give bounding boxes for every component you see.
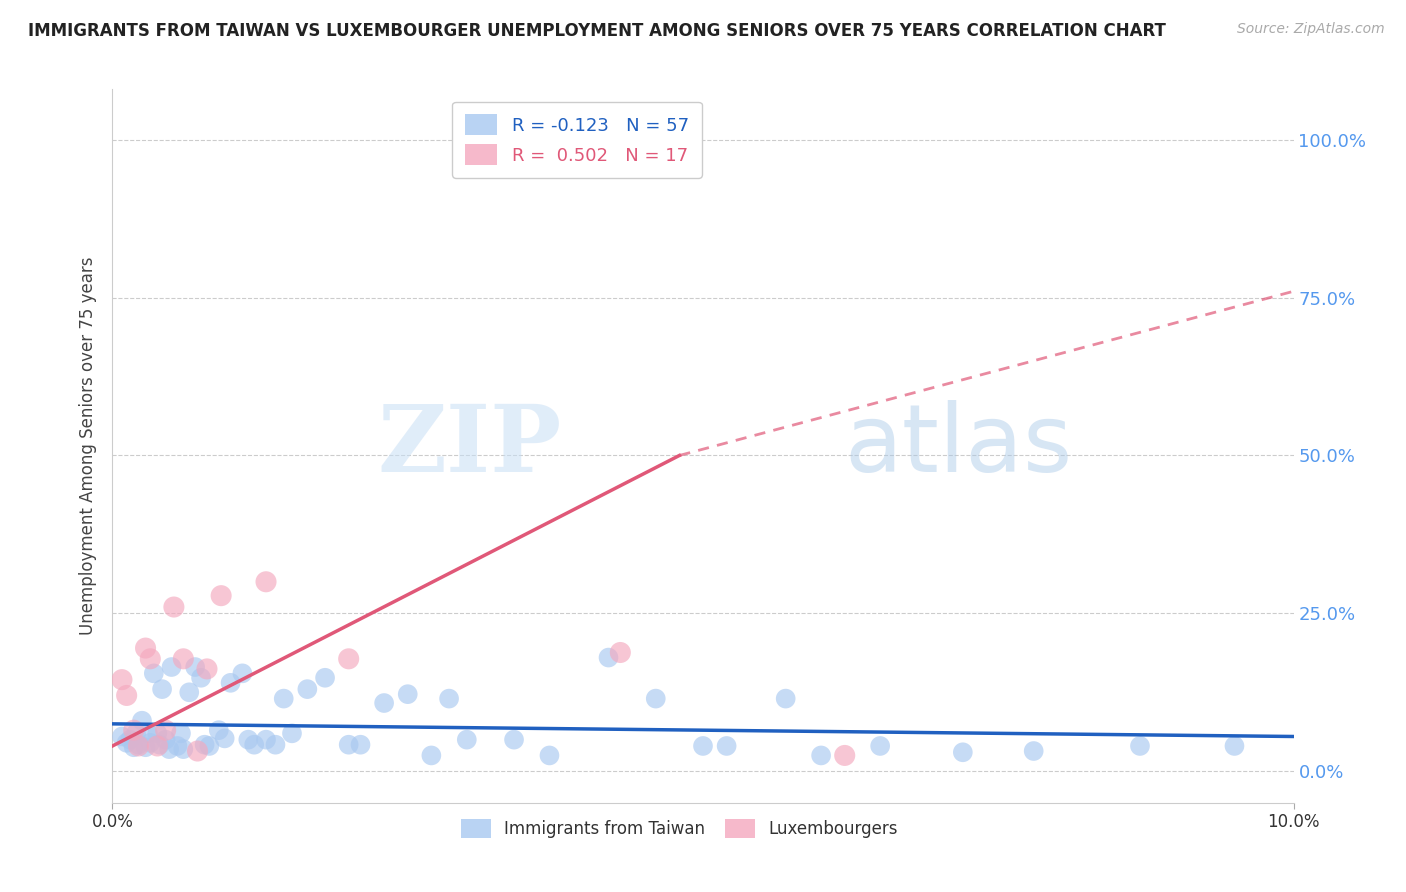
Point: [337, 738, 360, 752]
Point: [163, 600, 186, 615]
Point: [208, 723, 231, 738]
Point: [195, 662, 218, 676]
Point: [125, 726, 148, 740]
Point: [184, 660, 207, 674]
Point: [834, 748, 856, 763]
Point: [716, 739, 738, 753]
Point: [150, 682, 173, 697]
Point: [281, 726, 304, 740]
Point: [186, 744, 208, 758]
Point: [120, 732, 142, 747]
Point: [131, 714, 153, 728]
Point: [952, 745, 974, 759]
Point: [136, 726, 159, 740]
Point: [219, 675, 242, 690]
Point: [127, 739, 149, 753]
Point: [1129, 739, 1152, 753]
Point: [122, 740, 145, 755]
Point: [111, 673, 134, 687]
Point: [115, 736, 138, 750]
Point: [420, 748, 443, 763]
Point: [373, 696, 395, 710]
Point: [1223, 739, 1246, 753]
Point: [127, 738, 149, 752]
Point: [172, 652, 194, 666]
Point: [609, 646, 631, 660]
Point: [598, 650, 620, 665]
Point: [160, 660, 183, 674]
Point: [194, 738, 217, 752]
Point: [135, 740, 157, 755]
Point: [692, 739, 714, 753]
Text: IMMIGRANTS FROM TAIWAN VS LUXEMBOURGER UNEMPLOYMENT AMONG SENIORS OVER 75 YEARS : IMMIGRANTS FROM TAIWAN VS LUXEMBOURGER U…: [28, 22, 1166, 40]
Text: ZIP: ZIP: [377, 401, 561, 491]
Point: [157, 742, 180, 756]
Point: [243, 738, 266, 752]
Point: [198, 739, 221, 753]
Point: [135, 641, 157, 656]
Point: [503, 732, 526, 747]
Point: [214, 731, 236, 746]
Point: [1022, 744, 1045, 758]
Point: [297, 682, 319, 697]
Point: [115, 689, 138, 703]
Point: [337, 652, 360, 666]
Point: [231, 666, 253, 681]
Point: [146, 726, 169, 740]
Point: [314, 671, 336, 685]
Point: [264, 738, 287, 752]
Point: [644, 691, 666, 706]
Point: [149, 738, 172, 752]
Point: [254, 574, 277, 589]
Point: [179, 685, 201, 699]
Point: [122, 723, 145, 738]
Point: [238, 732, 260, 747]
Point: [396, 687, 419, 701]
Point: [190, 671, 212, 685]
Text: atlas: atlas: [845, 400, 1073, 492]
Point: [273, 691, 295, 706]
Point: [437, 691, 460, 706]
Point: [209, 589, 232, 603]
Point: [155, 723, 177, 738]
Point: [810, 748, 832, 763]
Point: [254, 732, 277, 747]
Point: [456, 732, 478, 747]
Point: [139, 652, 162, 666]
Legend: Immigrants from Taiwan, Luxembourgers: Immigrants from Taiwan, Luxembourgers: [454, 812, 904, 845]
Y-axis label: Unemployment Among Seniors over 75 years: Unemployment Among Seniors over 75 years: [79, 257, 97, 635]
Point: [139, 736, 162, 750]
Point: [349, 738, 371, 752]
Point: [146, 739, 169, 753]
Text: Source: ZipAtlas.com: Source: ZipAtlas.com: [1237, 22, 1385, 37]
Point: [111, 730, 134, 744]
Point: [775, 691, 797, 706]
Point: [155, 732, 177, 747]
Point: [172, 742, 194, 756]
Point: [170, 726, 193, 740]
Point: [538, 748, 561, 763]
Point: [869, 739, 891, 753]
Point: [166, 739, 188, 753]
Point: [142, 666, 165, 681]
